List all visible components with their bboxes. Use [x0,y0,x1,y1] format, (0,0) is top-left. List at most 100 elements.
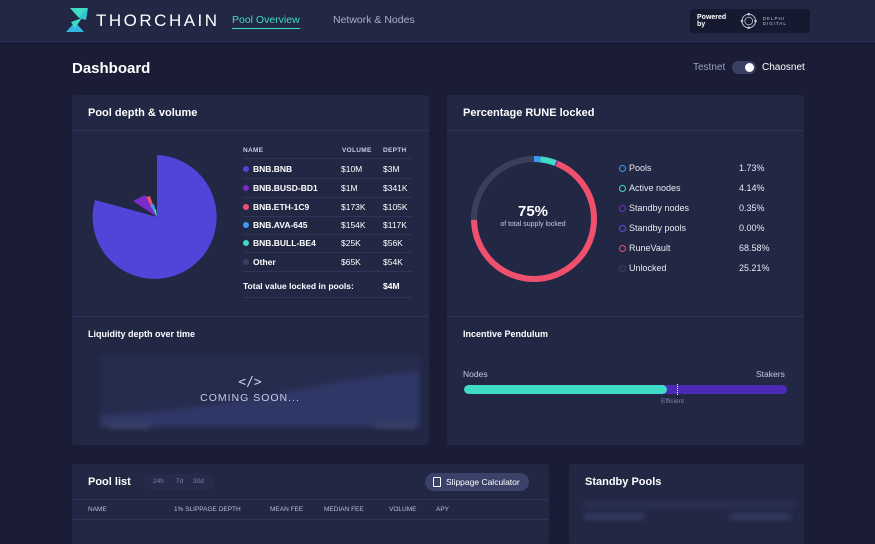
locked-caption: of total supply locked [500,221,566,228]
pool-name: BNB.BUSD-BD1 [253,183,318,193]
rune-locked-donut-chart[interactable] [468,153,600,285]
delphi-digital-label: DELPHI DIGITAL [762,16,787,26]
toggle-knob [745,63,754,72]
pendulum-title: Incentive Pendulum [463,329,549,339]
legend-label: Unlocked [629,263,667,273]
table-divider [72,519,549,520]
chaosnet-label[interactable]: Chaosnet [762,62,805,73]
donut-center: 75% of total supply locked [480,203,586,228]
pool-name: BNB.BNB [253,164,293,174]
series-dot [243,185,249,191]
card-divider [72,130,429,131]
code-icon: </> [238,375,262,390]
pool-row[interactable]: BNB.BUSD-BD1 $1M $341K [243,179,412,198]
series-dot [243,204,249,210]
range-30d[interactable]: 30d [193,478,204,485]
pie-slice-ava [150,204,157,217]
total-divider [243,297,412,298]
col-apy[interactable]: APY [436,506,450,513]
col-mean-fee[interactable]: MEAN FEE [270,506,304,513]
pie-slice-bull [154,209,157,217]
top-bar: THORCHAIN Pool Overview Network & Nodes … [0,0,875,42]
pool-volume: $65K [341,257,361,267]
tab-network-nodes[interactable]: Network & Nodes [333,14,415,26]
legend-marker [619,245,626,252]
col-volume[interactable]: VOLUME [389,506,417,513]
pool-volume: $173K [341,202,366,212]
pool-row[interactable]: BNB.BULL-BE4 $25K $56K [243,234,412,253]
range-selector [143,474,215,490]
powered-by-label: Powered by [697,14,727,28]
legend-value: 0.00% [739,223,765,233]
pool-depth-title: Pool depth & volume [88,107,198,119]
pool-list-title: Pool list [88,476,131,488]
col-depth-header: DEPTH [383,147,407,154]
donut-runevault [471,156,597,282]
pool-row[interactable]: BNB.ETH-1C9 $173K $105K [243,198,412,217]
pool-volume: $154K [341,220,366,230]
pool-volume: $25K [341,238,361,248]
pool-depth: $56K [383,238,403,248]
col-name-header: NAME [243,147,264,154]
pool-name: Other [253,257,276,267]
legend-marker [619,225,626,232]
col-name[interactable]: NAME [88,506,107,513]
pool-row[interactable]: BNB.AVA-645 $154K $117K [243,216,412,235]
brand-name: THORCHAIN [96,11,220,30]
pool-depth: $117K [383,220,407,230]
series-dot [243,240,249,246]
pendulum-fill [464,385,668,394]
legend-label: Standby pools [629,223,687,233]
rune-locked-title: Percentage RUNE locked [463,107,595,119]
legend-value: 4.14% [739,183,765,193]
card-divider [447,316,804,317]
range-7d[interactable]: 7d [176,478,184,485]
thorchain-logo[interactable]: THORCHAIN [66,8,220,34]
standby-pools-blurred-list [580,500,795,530]
pool-row[interactable]: BNB.BNB $10M $3M [243,160,412,179]
legend-label: Standby nodes [629,203,690,213]
pool-row[interactable]: Other $65K $54K [243,253,412,272]
liquidity-placeholder-chart [100,355,420,429]
pool-depth: $54K [383,257,403,267]
powered-by-badge[interactable]: Powered by DELPHI DIGITAL [690,9,810,33]
thorchain-bolt-icon [66,8,88,32]
slippage-calculator-button[interactable]: Slippage Calculator [425,473,529,491]
series-dot [243,222,249,228]
pool-depth: $3M [383,164,400,174]
pool-depth-pie-chart[interactable] [90,150,230,290]
calculator-icon [433,477,441,487]
pie-slice-bnb [92,155,217,279]
range-24h[interactable]: 24h [153,478,164,485]
slippage-calculator-label: Slippage Calculator [446,477,520,487]
pool-name: BNB.ETH-1C9 [253,202,310,212]
legend-value: 68.58% [739,243,770,253]
coming-soon-label: COMING SOON... [200,392,300,404]
pool-name: BNB.BULL-BE4 [253,238,316,248]
col-median-fee[interactable]: MEDIAN FEE [324,506,364,513]
pendulum-nodes-label: Nodes [463,369,488,379]
legend-label: Pools [629,163,652,173]
testnet-label[interactable]: Testnet [693,62,726,73]
legend-label: Active nodes [629,183,681,193]
pool-volume: $10M [341,164,363,174]
network-toggle[interactable] [732,61,756,74]
legend-marker [619,265,626,272]
legend-value: 1.73% [739,163,765,173]
liquidity-title: Liquidity depth over time [88,329,196,339]
col-slippage-depth[interactable]: 1% SLIPPAGE DEPTH [174,506,241,513]
pool-volume: $1M [341,183,358,193]
legend-marker [619,185,626,192]
header-divider [243,158,412,159]
coming-soon-overlay: </> COMING SOON... [100,375,400,404]
series-dot [243,259,249,265]
card-divider [447,130,804,131]
card-divider [72,316,429,317]
page-title: Dashboard [72,60,151,77]
efficient-marker [677,384,678,395]
card-divider [72,499,549,500]
efficient-label: Efficient [661,398,685,405]
pool-depth: $341K [383,183,408,193]
legend-label: RuneVault [629,243,671,253]
tab-pool-overview[interactable]: Pool Overview [232,14,300,29]
